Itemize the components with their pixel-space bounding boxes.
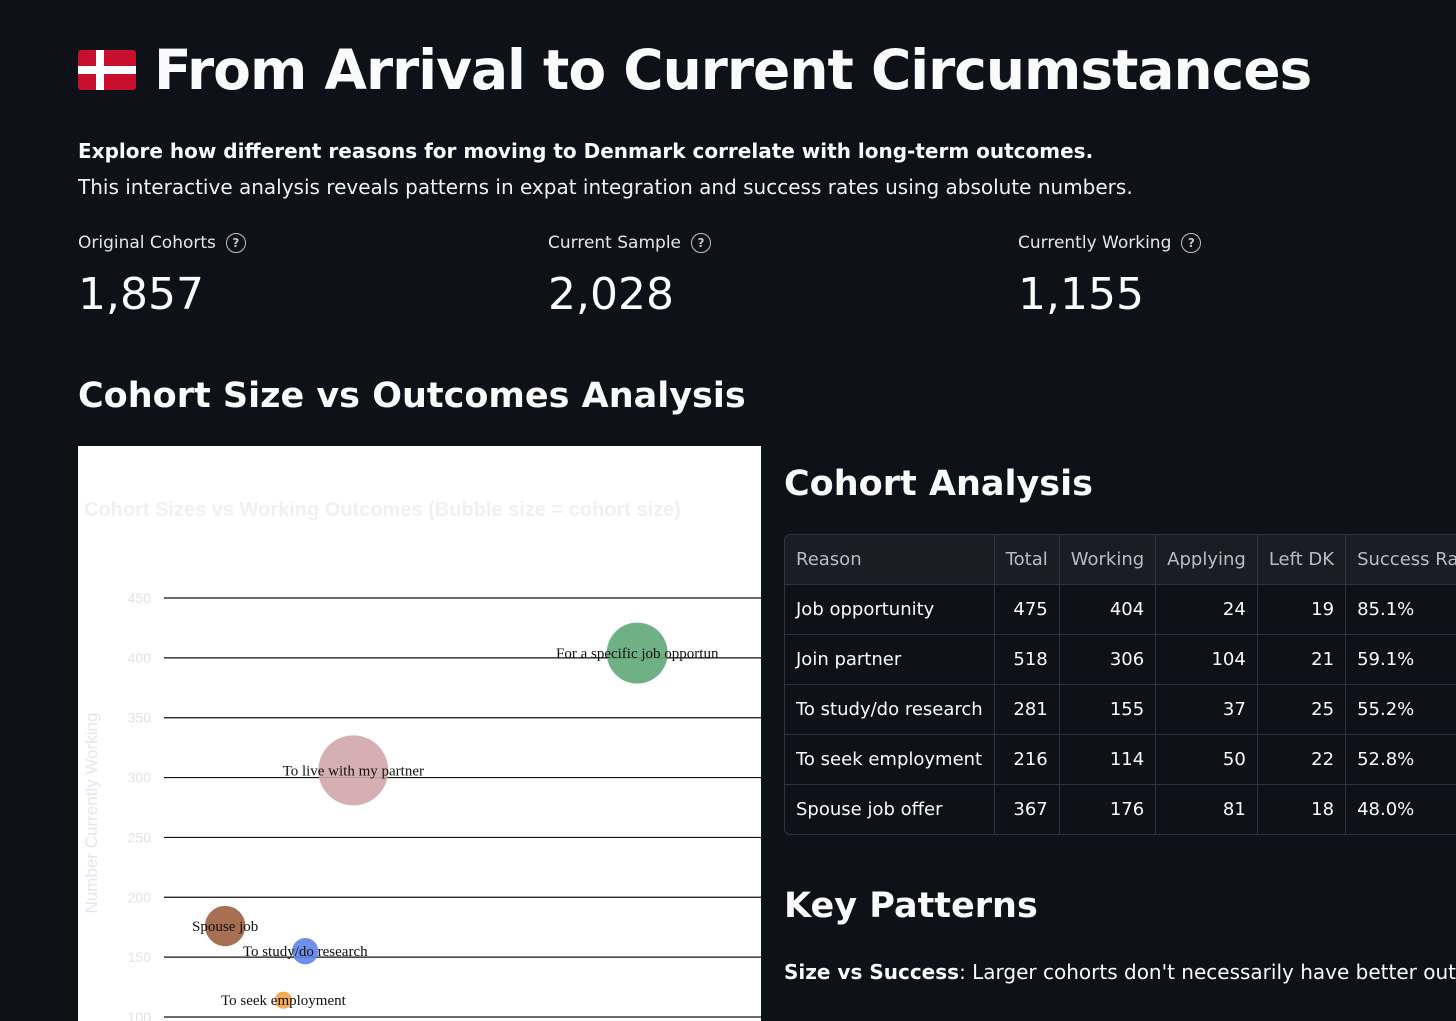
cell-working: 176 <box>1059 784 1157 834</box>
cell-working: 155 <box>1059 684 1157 735</box>
cell-success-rate: 48.0% <box>1345 784 1456 834</box>
cell-total: 475 <box>994 584 1060 635</box>
metric-original-cohorts: Original Cohorts ? 1,857 <box>78 233 246 320</box>
bubble-label: To seek employment <box>221 993 347 1009</box>
cell-success-rate: 85.1% <box>1345 584 1456 635</box>
section-title: Cohort Size vs Outcomes Analysis <box>78 376 746 416</box>
metric-value: 1,857 <box>78 269 204 320</box>
cell-applying: 50 <box>1155 734 1258 785</box>
y-tick-label: 350 <box>128 710 152 726</box>
cell-success-rate: 59.1% <box>1345 634 1456 685</box>
cell-total: 367 <box>994 784 1060 834</box>
bubble-point[interactable] <box>204 905 246 947</box>
help-icon[interactable]: ? <box>225 233 246 253</box>
y-tick-label: 100 <box>128 1009 152 1021</box>
bubble-chart[interactable]: Cohort Sizes vs Working Outcomes (Bubble… <box>78 446 761 1021</box>
bubble-point[interactable] <box>274 991 292 1009</box>
intro-text: This interactive analysis reveals patter… <box>78 175 1133 199</box>
column-header-reason[interactable]: Reason <box>785 535 995 585</box>
cell-working: 306 <box>1059 634 1157 685</box>
metric-currently-working: Currently Working ? 1,155 <box>1018 233 1202 320</box>
cell-success-rate: 52.8% <box>1345 734 1456 785</box>
table-row[interactable]: Job opportunity 475 404 24 19 85.1% <box>785 584 1456 635</box>
metric-label: Original Cohorts <box>78 233 216 253</box>
bubble-point[interactable] <box>318 735 389 806</box>
bubble-label: To live with my partner <box>283 763 424 779</box>
key-patterns-title: Key Patterns <box>784 886 1038 926</box>
page-title: From Arrival to Current Circumstances <box>154 38 1312 102</box>
cell-applying: 24 <box>1155 584 1258 635</box>
cell-reason: To seek employment <box>785 734 995 785</box>
cell-reason: Spouse job offer <box>785 784 995 834</box>
cell-reason: To study/do research <box>785 684 995 735</box>
cell-applying: 37 <box>1155 684 1258 735</box>
cell-left-dk: 18 <box>1257 784 1347 834</box>
cell-total: 281 <box>994 684 1060 735</box>
y-tick-label: 450 <box>128 590 152 606</box>
cell-total: 518 <box>994 634 1060 685</box>
cell-reason: Job opportunity <box>785 584 995 635</box>
key-pattern-size-vs-success: Size vs Success: Larger cohorts don't ne… <box>784 960 1456 984</box>
help-icon[interactable]: ? <box>691 233 711 253</box>
cell-working: 404 <box>1059 584 1157 635</box>
cell-left-dk: 21 <box>1257 634 1347 685</box>
column-header-total[interactable]: Total <box>994 535 1060 585</box>
cell-reason: Join partner <box>785 634 995 685</box>
bubble-point[interactable] <box>292 937 319 965</box>
column-header-applying[interactable]: Applying <box>1155 535 1258 585</box>
bubble-label: For a specific job opportun <box>556 646 719 662</box>
column-header-working[interactable]: Working <box>1059 535 1157 585</box>
metric-label: Currently Working <box>1018 233 1172 253</box>
y-tick-label: 300 <box>128 770 152 786</box>
cell-working: 114 <box>1059 734 1157 785</box>
danish-flag-icon <box>78 50 136 90</box>
metric-label: Current Sample <box>548 233 681 253</box>
y-tick-label: 150 <box>128 949 152 965</box>
cell-left-dk: 19 <box>1257 584 1347 635</box>
y-tick-label: 400 <box>128 650 152 666</box>
pattern-text: : Larger cohorts don't necessarily have … <box>959 960 1456 984</box>
table-header-row: Reason Total Working Applying Left DK Su… <box>785 535 1456 585</box>
pattern-label: Size vs Success <box>784 960 960 984</box>
cell-applying: 104 <box>1155 634 1258 685</box>
cell-left-dk: 22 <box>1257 734 1347 785</box>
cell-left-dk: 25 <box>1257 684 1347 735</box>
metric-value: 1,155 <box>1018 269 1144 320</box>
intro-bold-text: Explore how different reasons for moving… <box>78 139 1094 163</box>
metric-value: 2,028 <box>548 269 674 320</box>
y-tick-label: 200 <box>128 889 152 905</box>
cohort-analysis-title: Cohort Analysis <box>784 464 1093 504</box>
cohort-table[interactable]: Reason Total Working Applying Left DK Su… <box>784 534 1456 835</box>
table-row[interactable]: To study/do research 281 155 37 25 55.2% <box>785 684 1456 735</box>
cell-success-rate: 55.2% <box>1345 684 1456 735</box>
column-header-left-dk[interactable]: Left DK <box>1257 535 1347 585</box>
help-icon[interactable]: ? <box>1181 233 1202 253</box>
table-row[interactable]: Spouse job offer 367 176 81 18 48.0% <box>785 784 1456 834</box>
cell-total: 216 <box>994 734 1060 785</box>
chart-y-axis-label: Number Currently Working <box>82 713 101 914</box>
metric-current-sample: Current Sample ? 2,028 <box>548 233 711 320</box>
title-row: From Arrival to Current Circumstances <box>78 38 1312 102</box>
bubble-point[interactable] <box>606 622 668 684</box>
table-row[interactable]: Join partner 518 306 104 21 59.1% <box>785 634 1456 685</box>
cell-applying: 81 <box>1155 784 1258 834</box>
bubble-label: To study/do research <box>243 944 368 960</box>
chart-title: Cohort Sizes vs Working Outcomes (Bubble… <box>84 499 681 521</box>
y-tick-label: 250 <box>128 829 152 845</box>
column-header-success-rate[interactable]: Success Rate <box>1345 535 1456 585</box>
bubble-label: Spouse job <box>192 919 258 935</box>
table-row[interactable]: To seek employment 216 114 50 22 52.8% <box>785 734 1456 785</box>
bubble-chart-svg: Cohort Sizes vs Working Outcomes (Bubble… <box>82 499 761 1021</box>
